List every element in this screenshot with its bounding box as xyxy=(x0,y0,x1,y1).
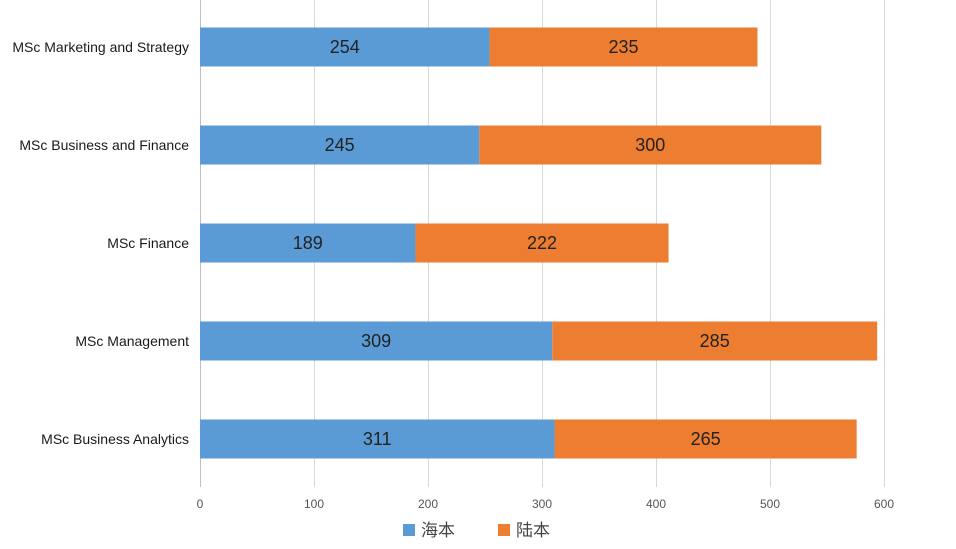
category-labels: MSc Marketing and Strategy MSc Business a… xyxy=(12,39,189,447)
bar-segment-2 xyxy=(479,125,822,165)
bar-segment-2 xyxy=(552,321,878,361)
bar-segment-1 xyxy=(200,27,490,67)
legend-swatch xyxy=(498,524,510,536)
category-label: MSc Business and Finance xyxy=(19,137,189,153)
category-label: MSc Finance xyxy=(107,235,189,251)
data-label: 309 xyxy=(361,331,391,351)
x-tick-label: 0 xyxy=(197,497,204,511)
x-tick-label: 300 xyxy=(532,497,552,511)
bar-segment-1 xyxy=(200,223,416,263)
data-label: 285 xyxy=(700,331,730,351)
bar-segment-1 xyxy=(200,125,480,165)
legend-swatch xyxy=(403,524,415,536)
bar-segment-2 xyxy=(489,27,758,67)
data-label: 235 xyxy=(608,37,638,57)
data-label: 311 xyxy=(363,429,392,449)
bar-segment-1 xyxy=(200,419,555,459)
category-label: MSc Marketing and Strategy xyxy=(12,39,189,55)
x-tick-label: 500 xyxy=(760,497,780,511)
data-label: 245 xyxy=(325,135,355,155)
data-label: 254 xyxy=(330,37,360,57)
data-label: 189 xyxy=(293,233,323,253)
category-label: MSc Business Analytics xyxy=(41,431,189,447)
x-tick-label: 200 xyxy=(418,497,438,511)
bar-segment-1 xyxy=(200,321,553,361)
bars: 254 235 245 300 189 222 309 285 311 265 xyxy=(200,27,878,459)
legend-label: 海本 xyxy=(421,521,455,541)
category-label: MSc Management xyxy=(75,333,189,349)
x-tick-labels: 0 100 200 300 400 500 600 xyxy=(197,497,895,511)
data-label: 300 xyxy=(635,135,665,155)
bar-segment-2 xyxy=(554,419,857,459)
bar-segment-2 xyxy=(415,223,669,263)
data-label: 265 xyxy=(691,429,721,449)
legend-label: 陆本 xyxy=(516,521,550,541)
data-label: 222 xyxy=(527,233,557,253)
legend: 海本 陆本 xyxy=(403,521,550,541)
x-tick-label: 600 xyxy=(874,497,894,511)
x-tick-label: 400 xyxy=(646,497,666,511)
x-tick-label: 100 xyxy=(304,497,324,511)
